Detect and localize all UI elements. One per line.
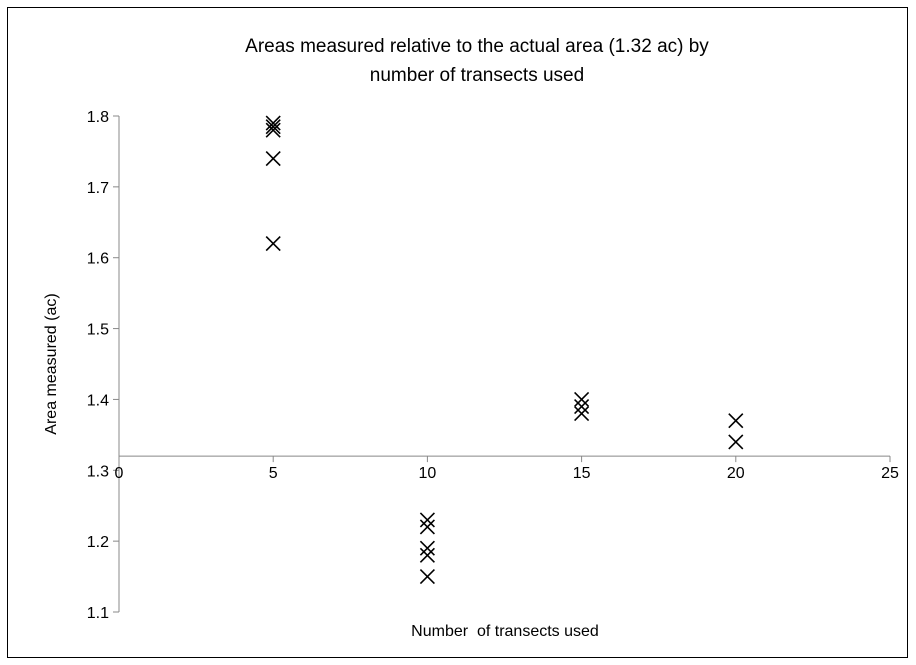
data-point <box>265 150 281 167</box>
data-point <box>574 406 590 422</box>
y-tick-label: 1.4 <box>87 392 109 409</box>
data-point-stroke <box>265 115 281 131</box>
y-tick-label: 1.3 <box>87 463 109 480</box>
x-tick-label: 0 <box>115 465 124 482</box>
y-tick-label: 1.6 <box>87 251 109 268</box>
y-tick-label: 1.1 <box>87 605 109 622</box>
data-point <box>419 569 435 585</box>
x-axis: 0 5 10 15 20 25 <box>115 455 899 482</box>
x-tick-label: 10 <box>419 465 437 482</box>
data-point-stroke <box>574 406 590 422</box>
data-point-stroke <box>265 150 281 167</box>
data-point <box>265 119 281 135</box>
data-point-stroke <box>419 519 435 535</box>
data-points <box>265 115 744 585</box>
y-tick-label: 1.7 <box>87 180 109 197</box>
data-point-stroke <box>265 122 281 138</box>
data-point-stroke <box>265 235 281 252</box>
data-point-stroke <box>574 391 590 407</box>
y-axis-label: Area measured (ac) <box>43 293 60 434</box>
data-point <box>419 512 435 528</box>
data-point <box>574 398 590 415</box>
y-tick-label: 1.5 <box>87 322 109 339</box>
data-point <box>574 391 590 407</box>
data-point-stroke <box>728 413 744 429</box>
data-point <box>728 434 744 450</box>
x-tick-label: 15 <box>573 465 591 482</box>
x-tick-label: 5 <box>269 465 278 482</box>
data-point-stroke <box>574 398 590 415</box>
data-point <box>419 547 435 563</box>
y-tick-label: 1.2 <box>87 534 109 551</box>
chart-frame: Areas measured relative to the actual ar… <box>7 7 908 658</box>
data-point-stroke <box>265 119 281 135</box>
x-tick-label: 20 <box>727 465 745 482</box>
y-axis: 1.1 1.2 1.3 1.4 1.5 1.6 1.7 1.8 <box>87 109 120 622</box>
data-point-stroke <box>419 540 435 556</box>
data-point-stroke <box>728 434 744 450</box>
data-point <box>265 122 281 138</box>
chart-title-line-2: number of transects used <box>370 65 584 86</box>
data-point <box>728 413 744 429</box>
scatter-chart: Areas measured relative to the actual ar… <box>43 36 899 640</box>
data-point <box>419 540 435 556</box>
data-point <box>265 235 281 252</box>
x-axis-label: Number of transects used <box>411 623 599 640</box>
data-point <box>265 115 281 131</box>
data-point-stroke <box>419 512 435 528</box>
chart-title-line-1: Areas measured relative to the actual ar… <box>245 36 709 57</box>
data-point <box>419 519 435 535</box>
x-tick-label: 25 <box>881 465 899 482</box>
data-point-stroke <box>419 569 435 585</box>
data-point-stroke <box>419 547 435 563</box>
y-tick-label: 1.8 <box>87 109 109 126</box>
